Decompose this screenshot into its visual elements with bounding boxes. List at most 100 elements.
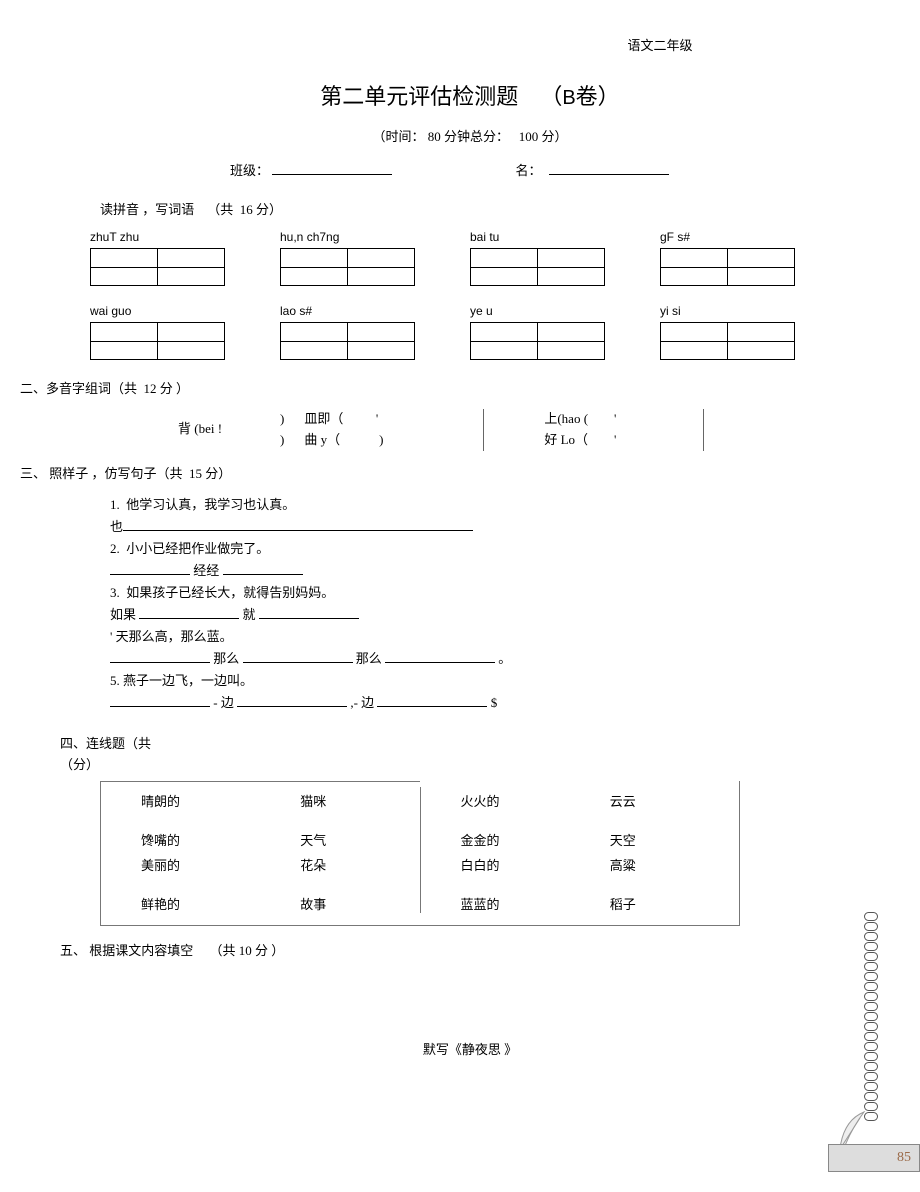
match-word[interactable]: 晴朗的	[141, 791, 260, 810]
q2-right: 上(hao ( ' 好 Lo（ '	[504, 409, 704, 451]
char-box[interactable]	[660, 248, 795, 286]
match-word[interactable]: 蓝蓝的	[461, 894, 590, 913]
match-word[interactable]: 花朵	[300, 855, 419, 874]
q1-heading-text: 读拼音 ，写词语	[100, 202, 194, 217]
q3-keyword: 那么	[356, 651, 382, 666]
blank-line[interactable]	[243, 650, 353, 663]
q3-keyword: 如果	[110, 607, 136, 622]
score-unit: 分）	[542, 129, 568, 144]
match-word[interactable]: 馋嘴的	[141, 830, 260, 849]
blank-line[interactable]	[110, 694, 210, 707]
q1-points: 16	[240, 202, 253, 217]
q2-mid: 皿即（ ' 曲 y（ )	[304, 409, 484, 451]
match-word[interactable]: 火火的	[461, 791, 590, 810]
q2-char3: 曲 y（	[304, 432, 340, 447]
q2-char4: 上(hao (	[544, 411, 588, 426]
blank-line[interactable]	[223, 562, 303, 575]
char-box[interactable]	[470, 248, 605, 286]
page-number-badge: 85	[828, 1144, 920, 1172]
page-number: 85	[897, 1150, 911, 1166]
pinyin-label: gF s#	[660, 230, 795, 244]
pinyin-row-1: zhuT zhu hu,n ch7ng bai tu gF s#	[90, 230, 880, 244]
match-word[interactable]: 天空	[610, 830, 739, 849]
time-value: 80	[428, 129, 441, 144]
match-word[interactable]: 天气	[300, 830, 419, 849]
q3-body: 1. 他学习认真，我学习也认真。 也 2. 小小已经把作业做完了。 经经 3. …	[110, 494, 880, 715]
match-word[interactable]: 白白的	[461, 855, 590, 874]
q4-right-group: 火火的 金金的 白白的 蓝蓝的 云云 天空 高粱 稻子	[421, 787, 740, 913]
blank-line[interactable]	[377, 694, 487, 707]
q4-col: 晴朗的 馋嘴的 美丽的 鲜艳的	[101, 787, 260, 913]
q4-col: 云云 天空 高粱 稻子	[590, 787, 739, 913]
char-box[interactable]	[280, 322, 415, 360]
blank-line[interactable]	[110, 562, 190, 575]
pinyin-row-2: wai guo lao s# ye u yi si	[90, 304, 880, 318]
q2-paren-col: ))	[280, 409, 284, 451]
q4-sub: （分）	[60, 754, 880, 773]
match-word[interactable]: 云云	[610, 791, 739, 810]
title-text: 第二单元评估检测题	[320, 84, 518, 109]
q3-item-num: 5.	[110, 673, 120, 688]
match-word[interactable]: 猫咪	[300, 791, 419, 810]
blank-line[interactable]	[139, 606, 239, 619]
q5-mid: （共	[210, 943, 236, 958]
pinyin-label: zhuT zhu	[90, 230, 225, 244]
q4-left-group: 晴朗的 馋嘴的 美丽的 鲜艳的 猫咪 天气 花朵 故事	[101, 787, 421, 913]
name-input-line[interactable]	[549, 161, 669, 175]
q3-item-text: 燕子一边飞，一边叫。	[123, 673, 253, 688]
pinyin-label: wai guo	[90, 304, 225, 318]
subtitle: （时间： 80 分钟总分： 100 分）	[60, 126, 880, 145]
q3-keyword: - 边	[213, 695, 234, 710]
blank-line[interactable]	[385, 650, 495, 663]
q3-keyword: ,- 边	[350, 695, 374, 710]
q1-paren-open: （共	[207, 202, 233, 217]
match-word[interactable]: 美丽的	[141, 855, 260, 874]
blank-line[interactable]	[123, 518, 473, 531]
q3-item-text: 如果孩子已经长大，就得告别妈妈。	[126, 585, 334, 600]
q4-heading: 四、连线题（共	[60, 733, 880, 752]
class-name-row: 班级： 名：	[230, 160, 880, 179]
q2-char2: 皿即（	[304, 411, 343, 426]
q5-body: 默写《静夜思 》	[60, 1039, 880, 1058]
pinyin-label: ye u	[470, 304, 605, 318]
match-word[interactable]: 故事	[300, 894, 419, 913]
q2-heading-text: 二、多音字组词（共	[20, 381, 137, 396]
pinyin-label: bai tu	[470, 230, 605, 244]
q3-keyword: 也	[110, 519, 123, 534]
char-box[interactable]	[660, 322, 795, 360]
blank-line[interactable]	[237, 694, 347, 707]
pinyin-label: lao s#	[280, 304, 415, 318]
match-word[interactable]: 高粱	[610, 855, 739, 874]
match-word[interactable]: 稻子	[610, 894, 739, 913]
char-box[interactable]	[470, 322, 605, 360]
q3-item-num: 1.	[110, 497, 120, 512]
q3-item-text: 小小已经把作业做完了。	[126, 541, 269, 556]
q5-heading-text: 五、 根据课文内容填空	[60, 943, 193, 958]
char-box[interactable]	[280, 248, 415, 286]
page-decoration: 85	[820, 912, 920, 1172]
match-word[interactable]: 金金的	[461, 830, 590, 849]
q3-keyword: 经经	[193, 563, 219, 578]
q3-item-text: ' 天那么高，那么蓝。	[110, 629, 233, 644]
spiral-icon	[864, 912, 878, 1121]
class-input-line[interactable]	[272, 161, 392, 175]
char-box-row-1	[90, 248, 880, 286]
q3-heading-text: 三、 照样子 ，仿写句子（共	[20, 466, 183, 481]
q3-heading: 三、 照样子 ，仿写句子（共 15 分）	[20, 463, 880, 482]
q3-item-num: 2.	[110, 541, 120, 556]
blank-line[interactable]	[110, 650, 210, 663]
time-prefix: （时间：	[372, 129, 424, 144]
char-box[interactable]	[90, 322, 225, 360]
q5-points: 10	[239, 943, 252, 958]
q2-char1: 背 (bei !	[140, 409, 260, 451]
blank-line[interactable]	[259, 606, 359, 619]
grade-label: 语文二年级	[440, 35, 880, 54]
q4-col: 火火的 金金的 白白的 蓝蓝的	[421, 787, 590, 913]
match-word[interactable]: 鲜艳的	[141, 894, 260, 913]
q2-char5: 好 Lo（	[544, 432, 588, 447]
q2-py: (bei !	[194, 421, 222, 436]
char-box[interactable]	[90, 248, 225, 286]
name-label: 名：	[516, 163, 542, 178]
paper-label-suffix: 卷）	[576, 84, 620, 109]
q3-close: 分）	[205, 466, 231, 481]
